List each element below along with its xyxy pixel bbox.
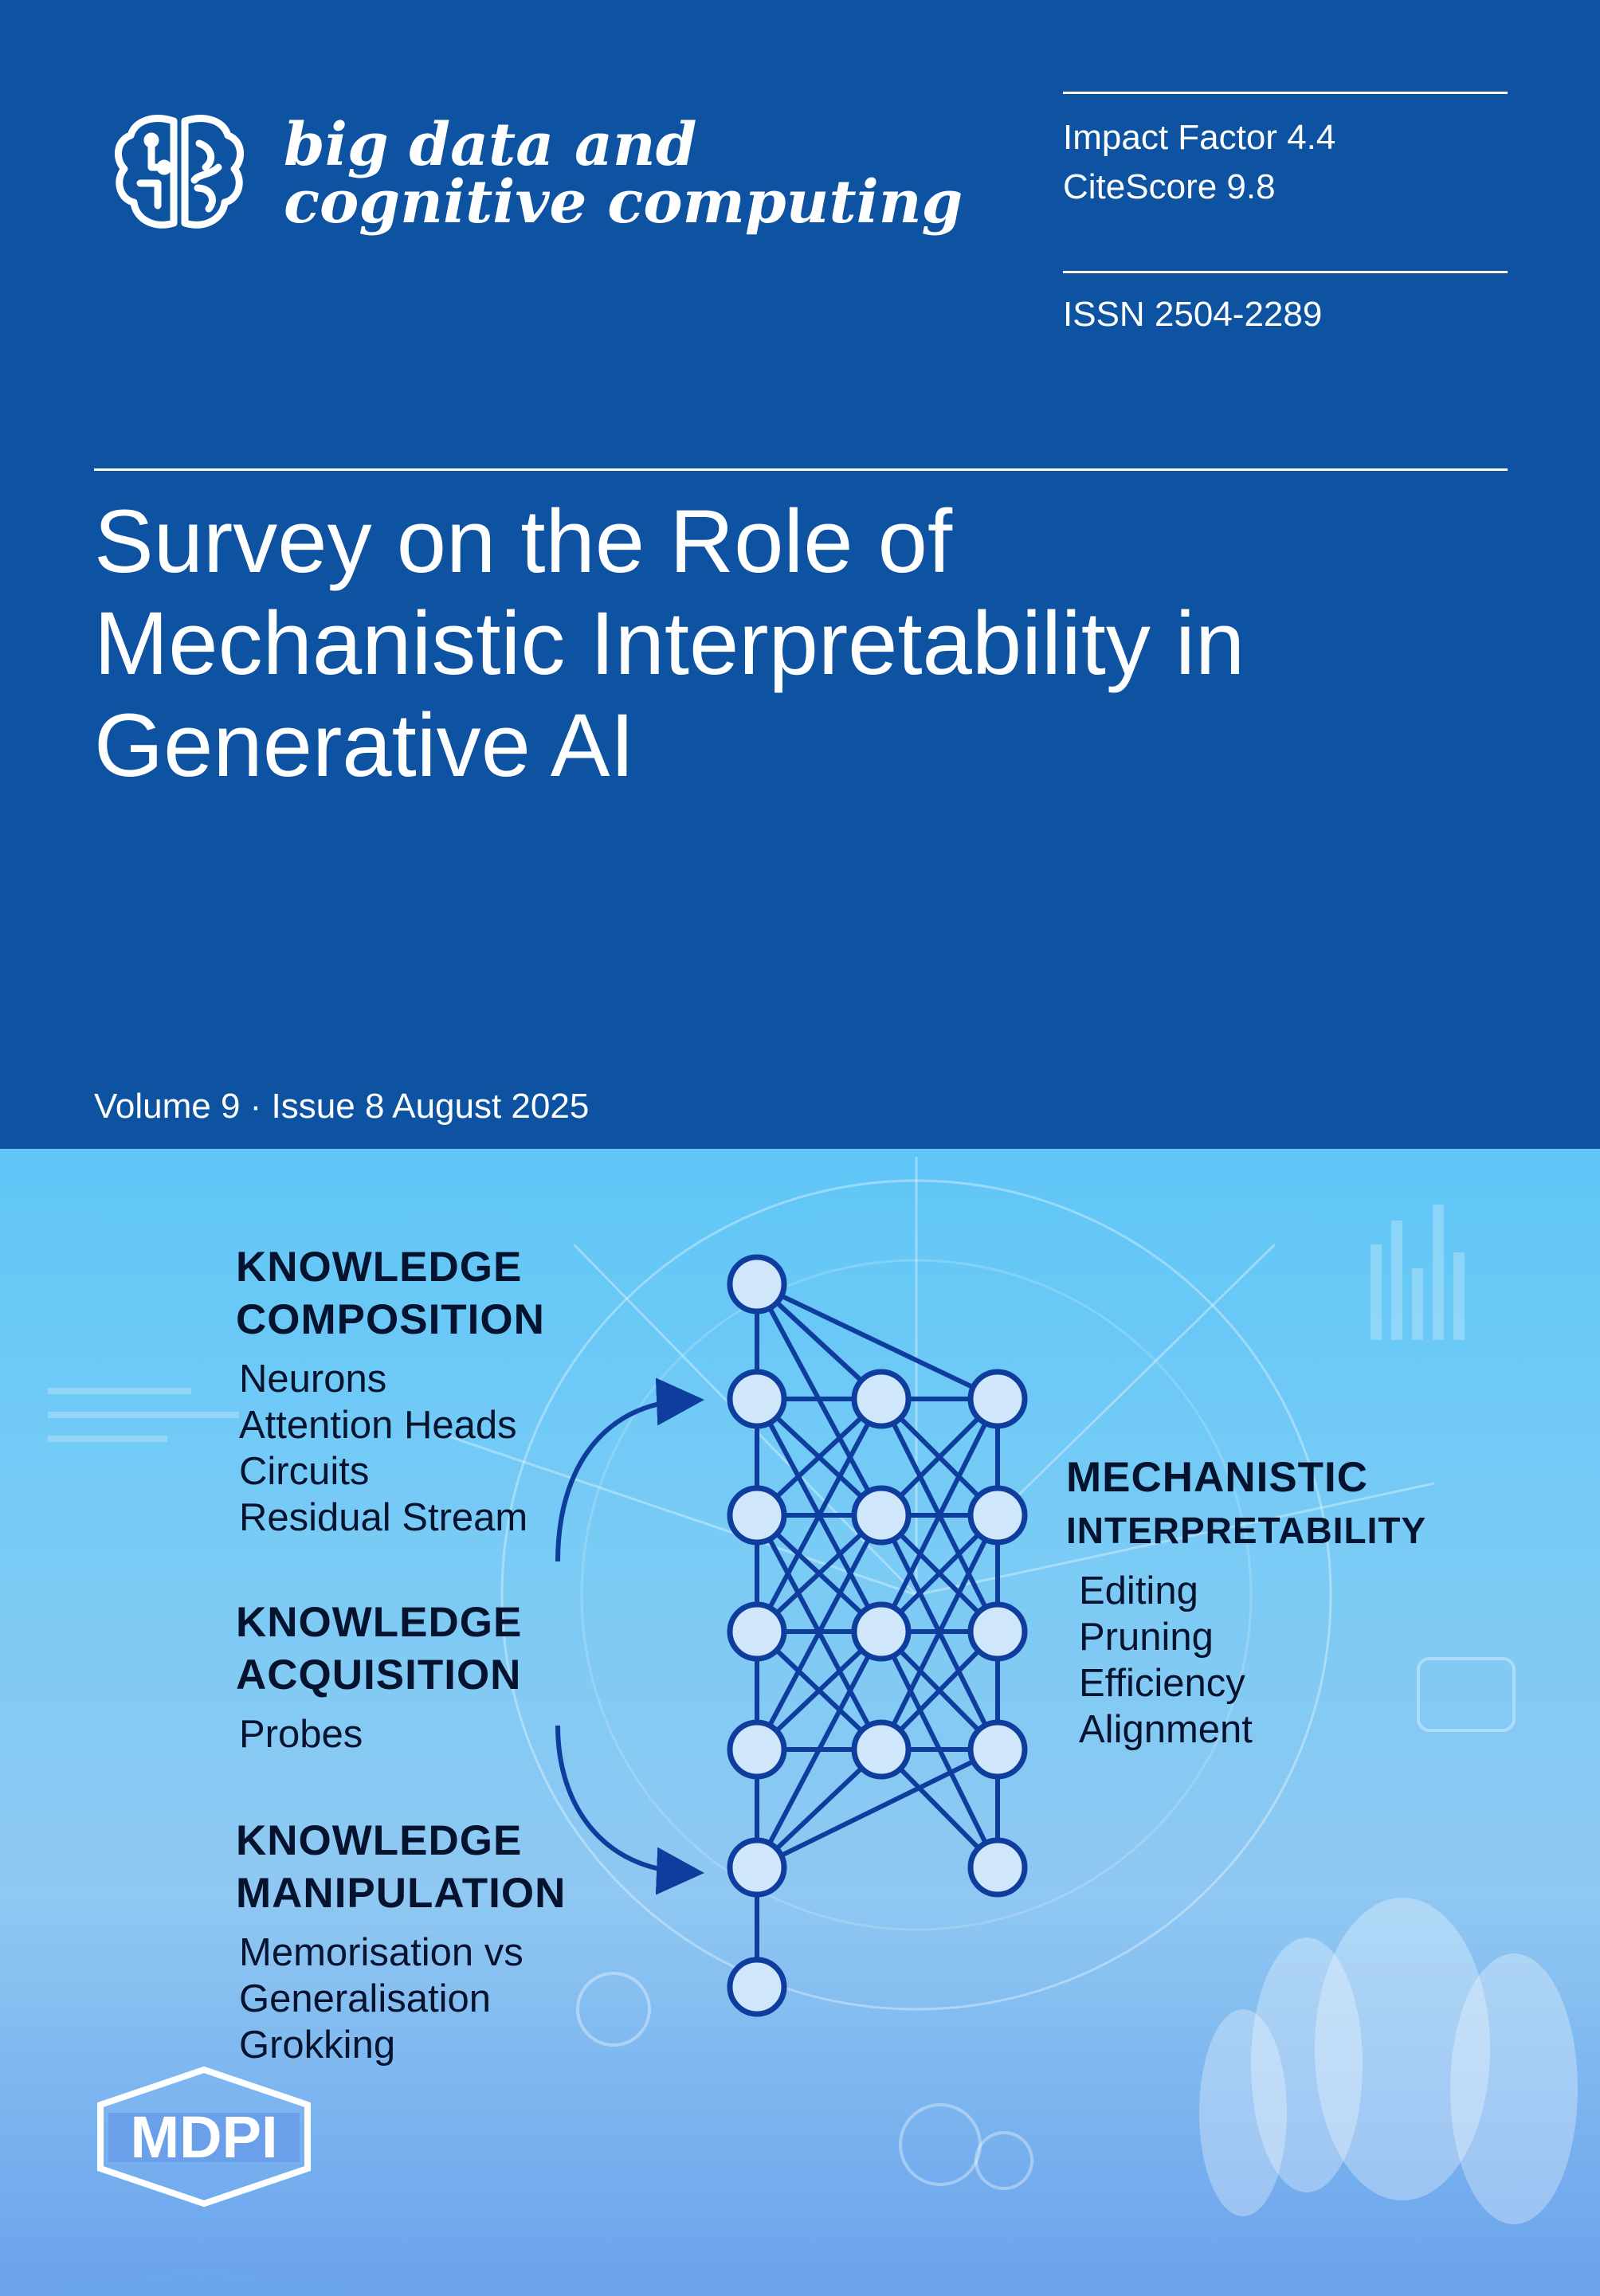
composition-item: Attention Heads — [239, 1404, 517, 1447]
arrow-acquisition-to-network — [555, 1725, 704, 1895]
mechanistic-item: Pruning — [1079, 1616, 1214, 1659]
network-edge — [755, 1397, 884, 1633]
network-node — [851, 1485, 912, 1546]
network-node — [727, 1485, 787, 1546]
network-node — [967, 1719, 1028, 1780]
journal-name-line2: cognitive computing — [284, 168, 963, 237]
journal-metrics: Impact Factor 4.4 CiteScore 9.8 — [1063, 113, 1335, 212]
mdpi-logo-text: MDPI — [131, 2104, 278, 2170]
metrics-bottom-rule — [1063, 271, 1508, 273]
composition-item: Circuits — [239, 1450, 370, 1493]
citescore: CiteScore 9.8 — [1063, 167, 1276, 206]
composition-item: Residual Stream — [239, 1496, 528, 1539]
network-edge — [755, 1514, 884, 1751]
article-title-line2: Mechanistic Interpretability in — [94, 594, 1245, 693]
mechanistic-item: Efficiency — [1079, 1662, 1245, 1705]
journal-name: big data and cognitive computing — [284, 111, 963, 237]
acquisition-heading-line1: KNOWLEDGE — [236, 1599, 523, 1646]
mdpi-logo: MDPI — [97, 2066, 311, 2208]
brain-icon — [115, 115, 244, 229]
acquisition-item: Probes — [239, 1713, 363, 1756]
network-edge — [755, 1630, 884, 1869]
manipulation-item: Grokking — [239, 2024, 396, 2067]
cover-illustration-background — [0, 1149, 1600, 2296]
network-node — [727, 1369, 787, 1429]
composition-heading-line2: COMPOSITION — [236, 1296, 545, 1343]
network-edge — [879, 1514, 1000, 1751]
network-node — [967, 1601, 1028, 1662]
network-node — [851, 1719, 912, 1780]
article-title-line1: Survey on the Role of — [94, 492, 953, 591]
cover-header-band — [0, 0, 1600, 1149]
network-node — [727, 1254, 787, 1315]
network-node — [851, 1601, 912, 1662]
network-node — [727, 1957, 787, 2017]
title-rule — [94, 468, 1508, 471]
manipulation-heading-line1: KNOWLEDGE — [236, 1817, 523, 1864]
network-node — [967, 1485, 1028, 1546]
network-node — [851, 1369, 912, 1429]
manipulation-item: Generalisation — [239, 1977, 491, 2020]
manipulation-heading-line2: MANIPULATION — [236, 1870, 567, 1917]
issn: ISSN 2504-2289 — [1063, 295, 1323, 334]
network-node — [967, 1837, 1028, 1898]
impact-factor: Impact Factor 4.4 — [1063, 118, 1336, 157]
network-node — [727, 1601, 787, 1662]
acquisition-heading-line2: ACQUISITION — [236, 1651, 522, 1698]
metrics-top-rule — [1063, 92, 1508, 94]
composition-heading-line1: KNOWLEDGE — [236, 1244, 523, 1291]
network-node — [727, 1837, 787, 1898]
composition-item: Neurons — [239, 1358, 387, 1401]
journal-name-line1: big data and — [284, 111, 697, 179]
network-edge — [879, 1397, 1000, 1633]
mechanistic-item: Editing — [1079, 1569, 1198, 1612]
mechanistic-heading-line2: INTERPRETABILITY — [1066, 1510, 1427, 1551]
article-title-line3: Generative AI — [94, 695, 635, 795]
mechanistic-heading-line1: MECHANISTIC — [1066, 1454, 1369, 1501]
mechanistic-item: Alignment — [1079, 1708, 1253, 1751]
network-edge — [755, 1282, 999, 1401]
arrow-composition-to-network — [555, 1377, 704, 1562]
network-node — [727, 1719, 787, 1780]
article-title: Survey on the Role of Mechanistic Interp… — [94, 491, 1528, 797]
manipulation-item: Memorisation vs — [239, 1931, 524, 1974]
volume-issue: Volume 9 · Issue 8 August 2025 — [94, 1087, 590, 1126]
network-node — [967, 1369, 1028, 1429]
network-edge — [755, 1747, 999, 1870]
